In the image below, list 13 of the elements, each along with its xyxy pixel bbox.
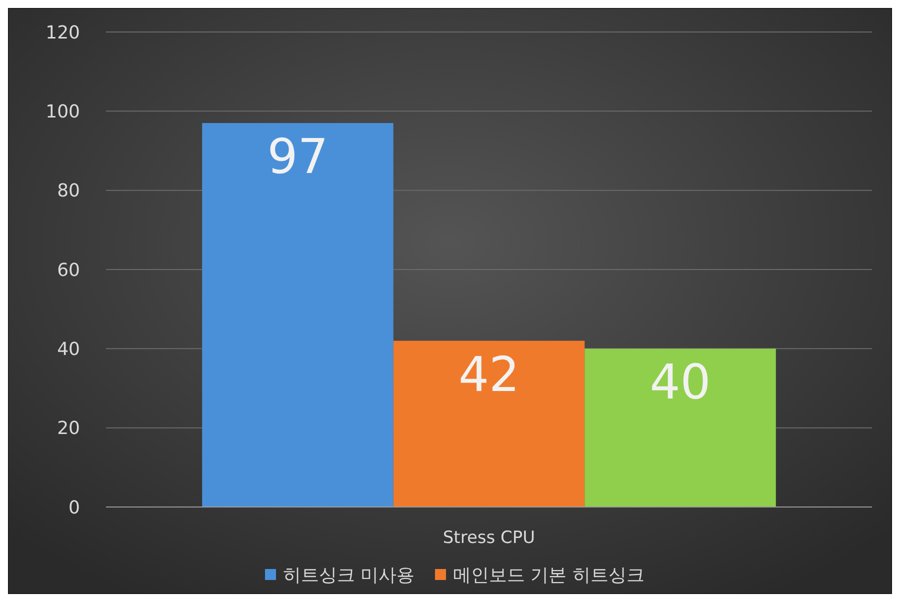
x-tick-label: Stress CPU	[442, 528, 536, 548]
y-tick-label: 60	[57, 260, 80, 281]
data-label: 42	[458, 346, 520, 403]
data-label: 97	[267, 129, 328, 186]
data-label: 40	[650, 354, 711, 411]
y-tick-label: 0	[68, 497, 80, 518]
y-tick-label: 40	[57, 338, 80, 360]
y-tick-label: 100	[46, 101, 80, 122]
legend-label: 히트싱크 미사용	[283, 564, 415, 586]
y-tick-label: 80	[57, 180, 80, 202]
y-tick-label: 20	[57, 418, 80, 440]
y-tick-label: 120	[46, 22, 80, 44]
legend-label: 메인보드 기본 히트싱크	[453, 564, 644, 586]
